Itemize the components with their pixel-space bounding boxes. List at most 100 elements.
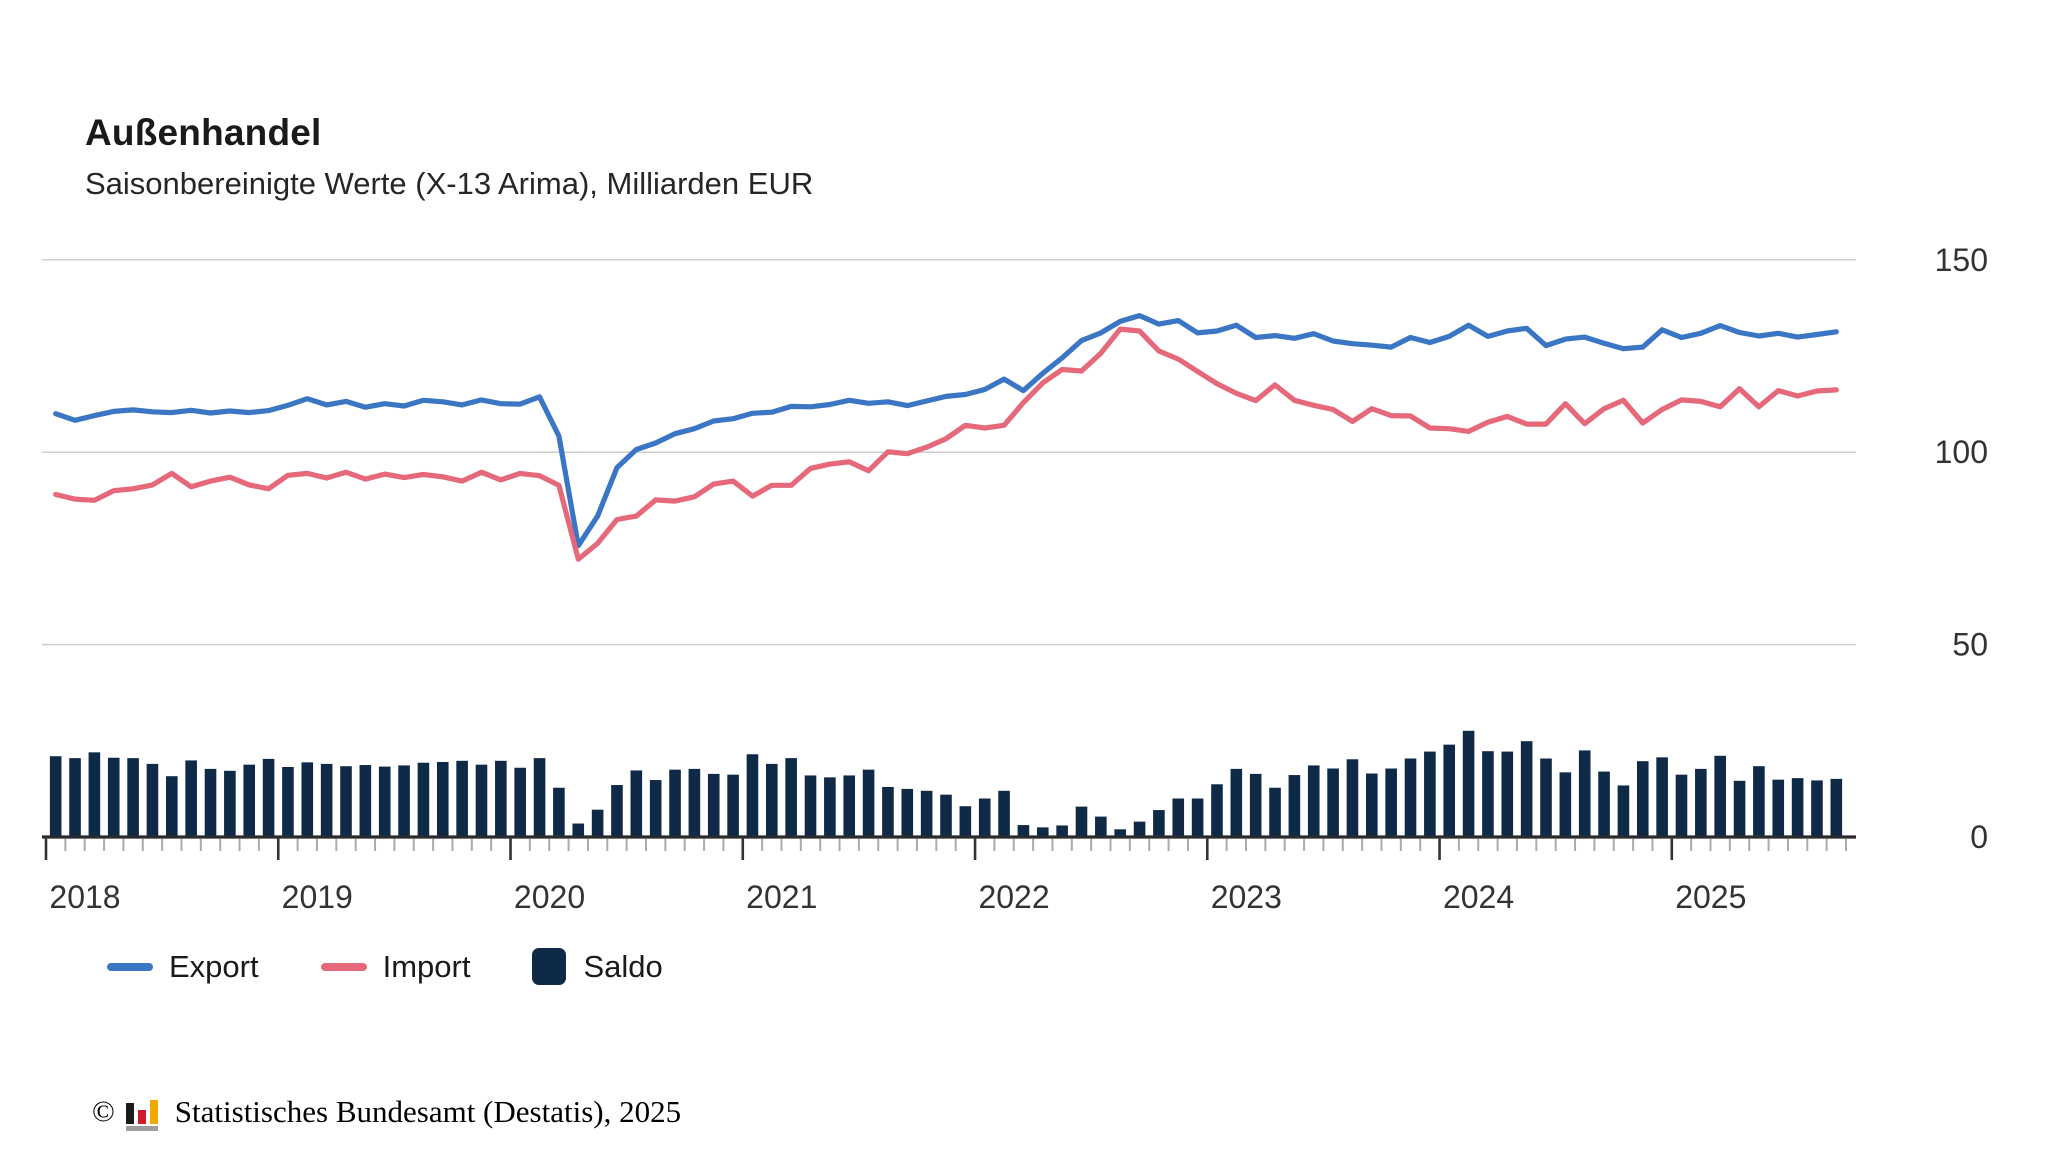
saldo-bar — [185, 760, 197, 837]
saldo-bar — [1172, 798, 1185, 837]
saldo-bar — [436, 761, 449, 837]
saldo-bar-swatch-icon — [532, 948, 567, 985]
saldo-bar — [1598, 771, 1610, 837]
saldo-bar — [1772, 779, 1785, 837]
saldo-bars — [49, 730, 1843, 837]
copyright-icon: © — [92, 1095, 115, 1128]
svg-text:2022: 2022 — [978, 879, 1049, 915]
svg-text:2018: 2018 — [49, 879, 120, 915]
source-attribution: © Statistisches Bundesamt (Destatis), 20… — [92, 1094, 682, 1131]
saldo-bar — [224, 770, 236, 837]
legend-item-export: Export — [107, 949, 259, 985]
saldo-bar — [166, 776, 178, 837]
svg-text:2021: 2021 — [746, 879, 817, 915]
saldo-bar — [1404, 758, 1417, 837]
saldo-bar — [978, 798, 991, 837]
svg-text:0: 0 — [1970, 819, 1988, 855]
legend-item-saldo: Saldo — [532, 948, 663, 985]
saldo-bar — [88, 752, 101, 837]
saldo-bar — [1675, 774, 1688, 837]
saldo-bar — [1036, 827, 1049, 837]
saldo-bar — [378, 766, 391, 837]
saldo-bar — [243, 764, 256, 837]
svg-text:2020: 2020 — [514, 879, 585, 915]
saldo-bar — [1056, 825, 1068, 837]
saldo-bar — [746, 754, 759, 837]
saldo-bar — [320, 763, 333, 837]
saldo-bar — [1617, 785, 1630, 837]
saldo-bar — [824, 777, 836, 837]
saldo-bar — [1636, 761, 1649, 837]
saldo-bar — [553, 787, 565, 837]
saldo-bar — [1249, 773, 1262, 837]
saldo-bar — [127, 758, 139, 837]
trade-chart-plot: 0 50 100 150 2018 2019 2020 2021 2022 2023 2024 202… — [42, 242, 1988, 915]
saldo-bar — [398, 765, 410, 837]
saldo-bar — [785, 758, 797, 837]
saldo-bar — [1462, 730, 1475, 837]
y-gridlines — [42, 259, 1856, 646]
saldo-bar — [1327, 768, 1339, 837]
y-axis-labels: 0 50 100 150 — [1935, 242, 1988, 855]
legend-saldo-label: Saldo — [583, 948, 663, 984]
saldo-bar — [340, 766, 352, 837]
chart-title: Außenhandel — [85, 112, 322, 153]
saldo-bar — [1191, 798, 1204, 837]
saldo-bar — [1559, 772, 1572, 837]
saldo-bar — [1830, 778, 1843, 837]
export-line-swatch-icon — [107, 962, 153, 971]
saldo-bar — [1695, 768, 1707, 837]
saldo-bar — [649, 780, 662, 837]
saldo-bar — [1443, 744, 1456, 837]
saldo-bar — [1424, 751, 1436, 837]
saldo-bar — [1540, 758, 1552, 837]
saldo-bar — [1714, 755, 1726, 837]
saldo-bar — [1733, 780, 1746, 837]
saldo-bar — [1269, 787, 1281, 837]
saldo-bar — [1482, 751, 1494, 837]
saldo-bar — [1114, 829, 1126, 837]
saldo-bar — [920, 790, 933, 837]
year-labels: 2018 2019 2020 2021 2022 2023 2024 2025 — [49, 879, 1746, 915]
saldo-bar — [843, 775, 856, 837]
legend-item-import: Import — [320, 949, 470, 985]
saldo-bar — [1811, 780, 1823, 837]
saldo-bar — [611, 785, 623, 837]
saldo-bar — [456, 760, 468, 837]
import-line-swatch-icon — [320, 962, 367, 971]
saldo-bar — [572, 823, 585, 837]
svg-text:50: 50 — [1952, 627, 1988, 663]
saldo-bar — [69, 758, 81, 837]
saldo-bar — [1095, 816, 1107, 837]
saldo-bar — [107, 757, 120, 837]
saldo-bar — [959, 806, 972, 837]
saldo-bar — [630, 770, 643, 837]
saldo-bar — [882, 786, 894, 837]
saldo-bar — [1501, 751, 1514, 837]
saldo-bar — [475, 764, 488, 837]
svg-text:2019: 2019 — [282, 879, 353, 915]
saldo-bar — [1346, 759, 1359, 837]
saldo-bar — [804, 775, 817, 837]
saldo-bar — [1656, 757, 1668, 837]
saldo-bar — [1288, 775, 1301, 837]
saldo-bar — [1753, 766, 1765, 837]
source-text: Statistisches Bundesamt (Destatis), 2025 — [174, 1094, 682, 1129]
saldo-bar — [998, 790, 1010, 837]
saldo-bar — [1307, 765, 1320, 837]
legend-export-label: Export — [169, 948, 259, 984]
saldo-bar — [146, 763, 159, 837]
saldo-bar — [1075, 806, 1088, 837]
export-line — [53, 313, 1839, 549]
saldo-bar — [1791, 778, 1804, 837]
saldo-bar — [1211, 784, 1223, 837]
saldo-bar — [1520, 741, 1533, 837]
chart-subtitle: Saisonbereinigte Werte (X-13 Arima), Mil… — [85, 166, 814, 201]
saldo-bar — [862, 769, 875, 837]
svg-text:150: 150 — [1935, 242, 1988, 278]
saldo-bar — [495, 760, 507, 837]
saldo-bar — [766, 763, 778, 837]
saldo-bar — [359, 765, 372, 837]
saldo-bar — [1366, 773, 1378, 837]
